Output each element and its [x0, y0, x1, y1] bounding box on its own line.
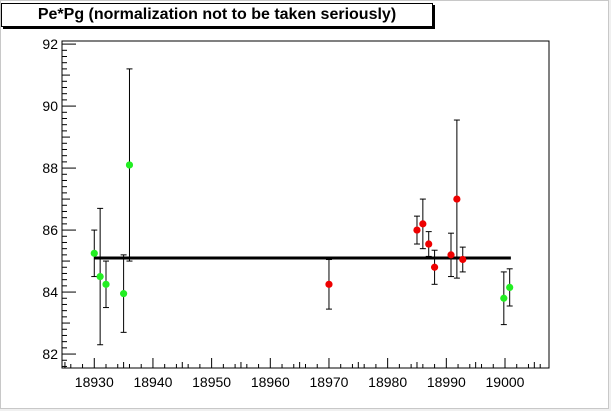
x-tick-label: 18980 [368, 374, 407, 390]
y-tick-label: 88 [42, 160, 58, 176]
green-data-point [120, 290, 128, 298]
red-data-point [459, 255, 467, 264]
red-data-point [425, 240, 433, 248]
data-marks [90, 68, 514, 346]
x-tick-label: 18950 [192, 374, 231, 390]
green-data-point [500, 294, 508, 302]
green-data-point [90, 249, 98, 257]
red-data-point [430, 263, 439, 271]
x-tick-label: 18990 [427, 374, 466, 390]
red-data-point [413, 226, 421, 234]
x-tick-label: 18930 [75, 374, 114, 390]
y-tick-label: 92 [42, 36, 58, 52]
axis-ticks: 18930 18940 18950 18960 18970 18980 18990 19000… [42, 36, 541, 390]
red-data-point [325, 280, 333, 288]
x-tick-label: 19000 [486, 374, 525, 390]
y-tick-label: 86 [42, 222, 58, 238]
x-tick-label: 18940 [133, 374, 172, 390]
green-data-point [102, 280, 110, 288]
y-tick-label: 84 [42, 284, 58, 300]
chart-title: Pe*Pg (normalization not to be taken ser… [1, 3, 433, 27]
y-tick-label: 90 [42, 98, 58, 114]
green-data-point [96, 272, 104, 281]
plot-frame [61, 40, 550, 369]
red-data-point [447, 251, 455, 259]
green-data-point [506, 283, 514, 292]
y-tick-label: 82 [42, 346, 58, 362]
red-data-point [419, 220, 427, 228]
x-tick-label: 18970 [310, 374, 349, 390]
red-data-point [453, 195, 461, 203]
x-tick-label: 18960 [251, 374, 290, 390]
green-data-point [125, 161, 134, 169]
